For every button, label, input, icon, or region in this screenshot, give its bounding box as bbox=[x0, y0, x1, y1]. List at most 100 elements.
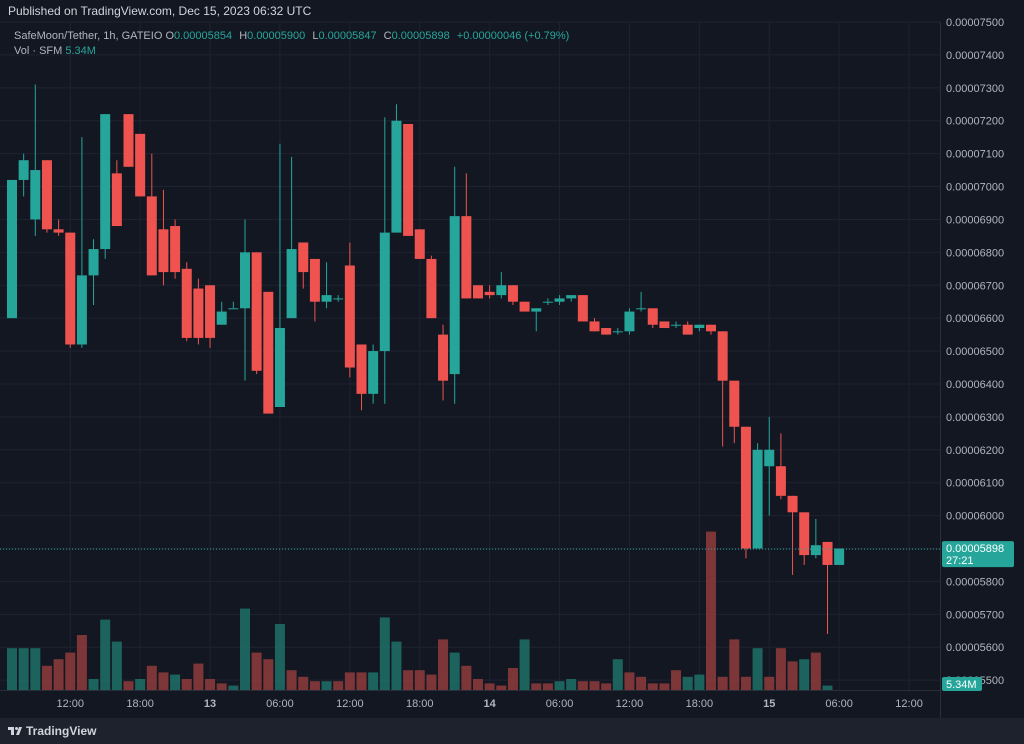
candle-body bbox=[286, 249, 297, 319]
volume-bar bbox=[507, 668, 518, 690]
candle-body bbox=[309, 258, 320, 302]
volume-value: 5.34M bbox=[65, 45, 96, 57]
volume-bar bbox=[531, 683, 542, 690]
volume-bar bbox=[286, 670, 297, 690]
candle-body bbox=[368, 351, 379, 394]
candle-body bbox=[251, 252, 262, 371]
price-tick-label: 0.00007000 bbox=[946, 182, 1004, 194]
candle-body bbox=[706, 324, 716, 332]
volume-bar bbox=[205, 679, 216, 690]
price-tick-label: 0.00007400 bbox=[946, 50, 1004, 62]
volume-bar bbox=[438, 639, 449, 690]
symbol-label: SafeMoon/Tether, 1h, GATEIO bbox=[14, 30, 163, 42]
volume-bar bbox=[496, 685, 507, 690]
price-tick-label: 0.00006700 bbox=[946, 280, 1004, 292]
price-tick-label: 0.00005700 bbox=[946, 609, 1004, 621]
volume-bar bbox=[368, 672, 379, 690]
candle-body bbox=[671, 324, 682, 326]
candle-body bbox=[414, 229, 425, 259]
candle-body bbox=[636, 308, 647, 310]
candle-body bbox=[426, 258, 437, 319]
close-value: 0.00005898 bbox=[391, 30, 450, 42]
time-tick-label: 18:00 bbox=[126, 698, 154, 710]
candle-body bbox=[764, 449, 775, 467]
time-tick-label: 13 bbox=[204, 698, 216, 710]
volume-bar bbox=[589, 681, 600, 690]
volume-bar bbox=[7, 648, 17, 690]
price-tick-label: 0.00007100 bbox=[946, 149, 1004, 161]
candle-body bbox=[822, 541, 833, 565]
volume-bar bbox=[624, 672, 635, 690]
volume-bar bbox=[403, 670, 414, 690]
volume-bar bbox=[484, 683, 495, 690]
candle-body bbox=[694, 324, 705, 329]
candle-body bbox=[76, 275, 87, 345]
brand-name: TradingView bbox=[26, 724, 97, 738]
price-tick-label: 0.00006500 bbox=[946, 346, 1004, 358]
candle-body bbox=[799, 512, 810, 556]
volume-bar bbox=[577, 681, 588, 690]
candle-body bbox=[647, 308, 658, 325]
price-tick-label: 0.00007300 bbox=[946, 83, 1004, 95]
volume-badge-label: 5.34M bbox=[946, 679, 977, 691]
time-tick-label: 18:00 bbox=[686, 698, 714, 710]
volume-bar bbox=[706, 531, 716, 690]
candle-body bbox=[263, 291, 274, 414]
volume-bar bbox=[298, 676, 309, 690]
candle-body bbox=[496, 285, 507, 296]
candle-body bbox=[612, 331, 623, 333]
volume-bar bbox=[694, 674, 705, 690]
time-tick-label: 06:00 bbox=[546, 698, 574, 710]
candle-body bbox=[787, 495, 798, 513]
volume-bar bbox=[554, 681, 565, 690]
volume-bar bbox=[123, 681, 134, 690]
candle-body bbox=[659, 321, 670, 329]
candle-body bbox=[7, 179, 17, 319]
candle-body bbox=[542, 301, 553, 303]
volume-bar bbox=[309, 681, 320, 690]
volume-bar bbox=[30, 648, 41, 690]
candle-body bbox=[65, 232, 76, 345]
candle-body bbox=[228, 308, 239, 310]
open-label: O bbox=[165, 30, 174, 42]
price-chart[interactable]: 0.000055000.000056000.000057000.00005800… bbox=[0, 0, 1024, 718]
volume-bar bbox=[53, 659, 64, 690]
candle-body bbox=[403, 124, 414, 236]
volume-badge bbox=[942, 677, 982, 691]
price-tick-label: 0.00006800 bbox=[946, 247, 1004, 259]
candle-body bbox=[682, 324, 693, 335]
high-value: 0.00005900 bbox=[247, 30, 306, 42]
candle-body bbox=[100, 114, 111, 250]
candle-body bbox=[752, 449, 763, 549]
candle-body bbox=[274, 328, 285, 408]
candle-body bbox=[624, 311, 635, 332]
candle-body bbox=[519, 301, 530, 312]
candle-body bbox=[554, 298, 565, 302]
volume-bar bbox=[682, 676, 693, 690]
publish-header: Published on TradingView.com, Dec 15, 20… bbox=[0, 0, 1024, 22]
candle-body bbox=[449, 216, 460, 375]
candle-body bbox=[216, 311, 227, 325]
time-tick-label: 14 bbox=[484, 698, 497, 710]
candle-body bbox=[484, 291, 495, 296]
ohlc-legend-row: SafeMoon/Tether, 1h, GATEIO O0.00005854 … bbox=[14, 29, 573, 44]
volume-bar bbox=[158, 672, 169, 690]
candle-body bbox=[193, 288, 204, 338]
price-tick-label: 0.00006000 bbox=[946, 511, 1004, 523]
candle-body bbox=[170, 226, 181, 273]
tradingview-logo[interactable]: TradingView bbox=[8, 723, 96, 739]
volume-bar bbox=[659, 683, 670, 690]
volume-bar bbox=[729, 639, 740, 690]
candle-body bbox=[461, 216, 472, 299]
volume-bar bbox=[671, 670, 682, 690]
high-label: H bbox=[239, 30, 248, 42]
candle-body bbox=[531, 308, 542, 312]
volume-bar bbox=[775, 648, 786, 690]
volume-bar bbox=[612, 659, 623, 690]
time-tick-label: 12:00 bbox=[56, 698, 84, 710]
candle-body bbox=[775, 466, 786, 496]
volume-bar bbox=[181, 679, 192, 690]
candle-body bbox=[333, 298, 344, 300]
candle-body bbox=[158, 229, 169, 273]
